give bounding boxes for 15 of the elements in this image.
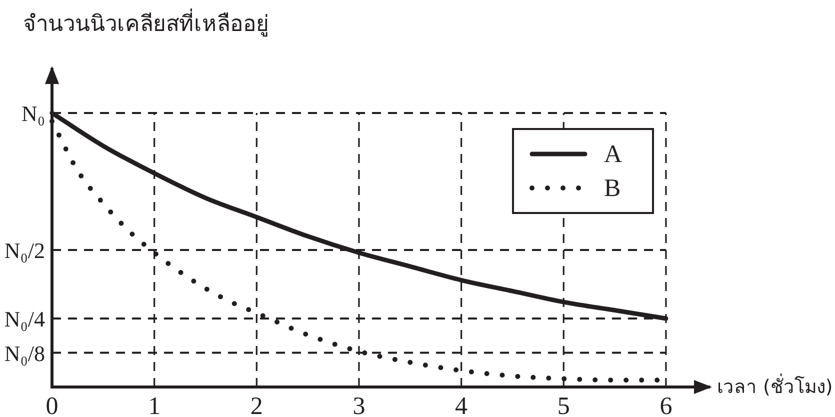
legend-label: A bbox=[604, 140, 622, 168]
ref-line-label: N₀ bbox=[21, 100, 45, 126]
x-tick-label: 2 bbox=[250, 393, 263, 417]
x-tick-label: 5 bbox=[557, 393, 570, 417]
x-tick-label: 0 bbox=[46, 393, 58, 417]
ref-line-label: N₀/8 bbox=[4, 340, 45, 366]
x-tick-label: 3 bbox=[352, 393, 366, 417]
y-axis-title: จำนวนนิวเคลียสที่เหลืออยู่ bbox=[23, 8, 269, 37]
legend-label: B bbox=[604, 174, 621, 202]
x-axis-title: เวลา (ชั่วโมง) bbox=[717, 373, 833, 398]
x-tick-label: 1 bbox=[148, 393, 161, 417]
ref-line-label: N₀/4 bbox=[4, 306, 45, 331]
x-tick-label: 4 bbox=[455, 393, 468, 417]
ref-line-label: N₀/2 bbox=[4, 238, 45, 262]
x-tick-label: 6 bbox=[660, 393, 672, 417]
